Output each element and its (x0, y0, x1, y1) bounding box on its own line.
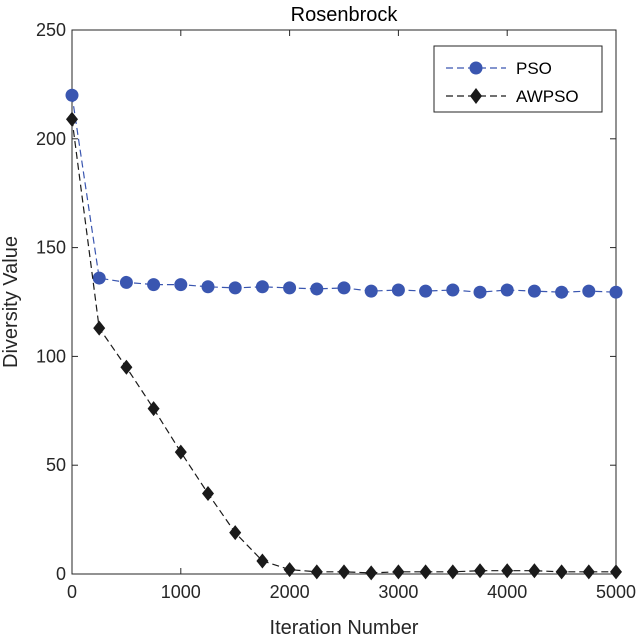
x-tick-label: 5000 (596, 582, 636, 602)
data-point-pso (147, 278, 161, 292)
y-tick-label: 200 (36, 129, 66, 149)
data-point-pso (609, 285, 623, 299)
data-point-awpso (256, 553, 269, 569)
y-tick-label: 0 (56, 564, 66, 584)
data-point-pso (364, 284, 378, 298)
y-tick-label: 150 (36, 238, 66, 258)
data-point-pso (473, 285, 487, 299)
data-point-awpso (365, 565, 378, 581)
data-point-pso (419, 284, 433, 298)
y-tick-label: 250 (36, 20, 66, 40)
legend-box (433, 45, 603, 113)
x-tick-label: 4000 (487, 582, 527, 602)
legend-marker-pso (469, 61, 483, 75)
data-point-awpso (446, 564, 459, 580)
data-point-pso (582, 284, 596, 298)
data-point-pso (527, 284, 541, 298)
data-point-awpso (501, 563, 514, 579)
y-tick-label: 100 (36, 346, 66, 366)
data-point-pso (337, 281, 351, 295)
legend-label-pso: PSO (516, 59, 552, 78)
legend-marker-awpso (470, 88, 482, 104)
data-point-pso (201, 280, 215, 294)
data-point-awpso (419, 564, 432, 580)
data-point-awpso (66, 111, 78, 127)
data-point-awpso (555, 564, 568, 580)
data-point-pso (119, 275, 133, 289)
plot-area (71, 29, 617, 575)
data-point-awpso (93, 320, 106, 336)
data-point-awpso (120, 359, 133, 375)
data-point-awpso (310, 564, 323, 580)
x-tick-label: 3000 (378, 582, 418, 602)
legend-label-awpso: AWPSO (516, 87, 579, 106)
x-tick-label: 2000 (270, 582, 310, 602)
y-tick-label: 50 (46, 455, 66, 475)
data-point-awpso (147, 401, 160, 417)
tick-group: 0 1000 2000 3000 4000 5000 0 50 100 150 200 250 (36, 20, 636, 602)
data-point-awpso (202, 485, 214, 501)
data-point-pso (92, 271, 106, 285)
data-point-pso (65, 88, 79, 102)
data-point-awpso (392, 564, 405, 580)
x-tick-label: 1000 (161, 582, 201, 602)
y-axis-label: Diversity Value (0, 236, 22, 368)
x-tick-label: 0 (67, 582, 77, 602)
x-axis-label: Iteration Number (270, 617, 419, 637)
data-point-awpso (582, 564, 595, 580)
data-point-pso (283, 281, 297, 295)
data-point-pso (555, 285, 569, 299)
data-point-awpso (283, 562, 296, 578)
data-point-awpso (174, 444, 187, 460)
data-point-pso (174, 278, 188, 292)
series-group (65, 88, 623, 581)
data-point-pso (500, 283, 514, 297)
data-point-awpso (610, 564, 622, 580)
data-point-awpso (528, 563, 541, 579)
data-point-pso (391, 283, 405, 297)
data-point-pso (446, 283, 460, 297)
data-point-awpso (229, 525, 242, 541)
data-point-awpso (474, 563, 486, 579)
legend: PSO AWPSO (433, 45, 603, 113)
data-point-pso (310, 282, 324, 296)
chart-title: Rosenbrock (291, 4, 399, 26)
data-point-pso (255, 280, 269, 294)
data-point-awpso (338, 564, 350, 580)
data-point-pso (228, 281, 242, 295)
